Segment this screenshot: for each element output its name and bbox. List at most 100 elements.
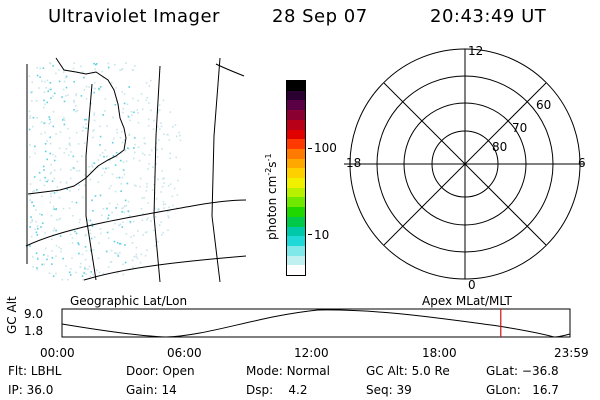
emission-pixel: [30, 216, 32, 218]
colorbar-segment: [287, 110, 305, 120]
instrument-title: Ultraviolet Imager: [48, 6, 220, 27]
emission-pixel: [133, 234, 135, 237]
emission-pixel: [32, 116, 35, 119]
emission-pixel: [163, 133, 165, 135]
emission-pixel: [154, 244, 157, 247]
emission-pixel: [151, 149, 153, 152]
emission-pixel: [41, 80, 43, 83]
emission-pixel: [73, 99, 75, 102]
emission-pixel: [145, 82, 148, 84]
glat-value: −36.8: [521, 364, 559, 378]
emission-pixel: [58, 147, 61, 150]
emission-pixel: [56, 186, 59, 188]
emission-pixel: [61, 96, 63, 98]
emission-pixel: [95, 63, 98, 65]
emission-pixel: [160, 122, 162, 124]
emission-pixel: [143, 154, 146, 156]
emission-pixel: [133, 157, 135, 160]
colorbar-segment: [287, 168, 305, 179]
emission-pixel: [144, 255, 147, 257]
emission-pixel: [101, 174, 103, 177]
emission-pixel: [97, 159, 100, 161]
emission-pixel: [89, 219, 92, 222]
emission-pixel: [137, 146, 140, 148]
mode-field: Mode: Normal: [246, 364, 330, 378]
emission-pixel: [114, 103, 117, 106]
emission-pixel: [112, 228, 114, 231]
emission-pixel: [35, 209, 37, 211]
emission-pixel: [67, 127, 69, 130]
emission-pixel: [46, 140, 48, 142]
emission-pixel: [29, 221, 32, 224]
emission-pixel: [95, 269, 98, 272]
emission-pixel: [116, 242, 119, 244]
emission-pixel: [115, 87, 117, 89]
emission-pixel: [65, 147, 68, 150]
emission-pixel: [56, 191, 58, 193]
emission-pixel: [83, 272, 85, 274]
gain-field: Gain: 14: [126, 383, 177, 397]
emission-pixel: [99, 154, 102, 156]
emission-pixel: [99, 144, 101, 146]
emission-pixel: [157, 178, 159, 181]
emission-pixel: [107, 66, 110, 69]
emission-pixel: [143, 197, 145, 199]
emission-pixel: [156, 148, 158, 151]
emission-pixel: [44, 80, 46, 83]
emission-pixel: [60, 248, 62, 250]
emission-pixel: [119, 223, 121, 226]
emission-pixel: [42, 67, 45, 69]
emission-pixel: [75, 94, 77, 97]
emission-pixel: [167, 211, 169, 213]
timeline-ylabel: GC Alt: [5, 296, 19, 334]
emission-pixel: [140, 93, 143, 95]
emission-pixel: [146, 97, 149, 99]
emission-pixel: [122, 111, 124, 114]
emission-pixel: [142, 213, 144, 215]
emission-pixel: [179, 134, 181, 137]
colorbar-segment: [287, 139, 305, 149]
emission-pixel: [55, 133, 57, 135]
emission-pixel: [29, 226, 31, 228]
emission-pixel: [84, 258, 87, 261]
colorbar-segment: [287, 81, 305, 91]
emission-pixel: [50, 171, 53, 174]
emission-pixel: [58, 80, 61, 83]
emission-pixel: [93, 119, 96, 122]
emission-pixel: [84, 234, 87, 237]
grid-line: [153, 65, 161, 283]
colorbar-segment: [287, 216, 305, 227]
emission-pixel: [52, 153, 54, 156]
colorbar-segment: [287, 129, 305, 140]
emission-pixel: [58, 218, 60, 221]
emission-pixel: [44, 232, 46, 234]
emission-pixel: [59, 181, 62, 184]
emission-pixel: [65, 265, 67, 267]
emission-pixel: [139, 261, 142, 264]
emission-pixel: [155, 216, 157, 218]
emission-pixel: [155, 197, 158, 200]
emission-pixel: [131, 114, 133, 116]
emission-pixel: [78, 184, 80, 186]
emission-pixel: [104, 110, 106, 112]
emission-pixel: [162, 232, 164, 234]
emission-pixel: [102, 207, 105, 210]
emission-pixel: [82, 196, 84, 199]
emission-pixel: [127, 210, 130, 212]
dsp-value: 4.2: [288, 383, 308, 397]
emission-pixel: [35, 100, 38, 102]
emission-pixel: [76, 110, 79, 112]
emission-pixel: [137, 121, 140, 124]
emission-pixel: [122, 263, 124, 266]
coastline: [27, 57, 127, 195]
emission-pixel: [122, 206, 125, 209]
emission-pixel: [107, 214, 110, 217]
emission-pixel: [90, 271, 93, 273]
emission-pixel: [31, 125, 34, 128]
emission-pixel: [112, 116, 114, 119]
emission-pixel: [155, 162, 157, 165]
emission-pixel: [72, 155, 75, 158]
emission-pixel: [93, 87, 96, 90]
emission-pixel: [120, 151, 123, 154]
emission-pixel: [143, 137, 145, 139]
